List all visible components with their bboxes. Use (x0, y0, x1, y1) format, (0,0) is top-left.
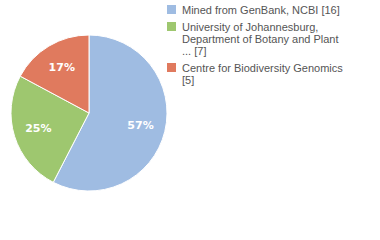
html-text:Mined from GenBank, NCBI [16]: Mined from GenBank, NCBI [16] (182, 4, 340, 16)
svg-text:17%: 17% (49, 61, 75, 74)
html-text:Centre for Biodiversity Genomi: Centre for Biodiversity Genomics [5] (182, 62, 343, 86)
svg-text:57%: 57% (127, 119, 153, 132)
svg-text:25%: 25% (25, 122, 51, 135)
html-text:University of Johannesburg, De: University of Johannesburg, Department o… (182, 21, 339, 57)
